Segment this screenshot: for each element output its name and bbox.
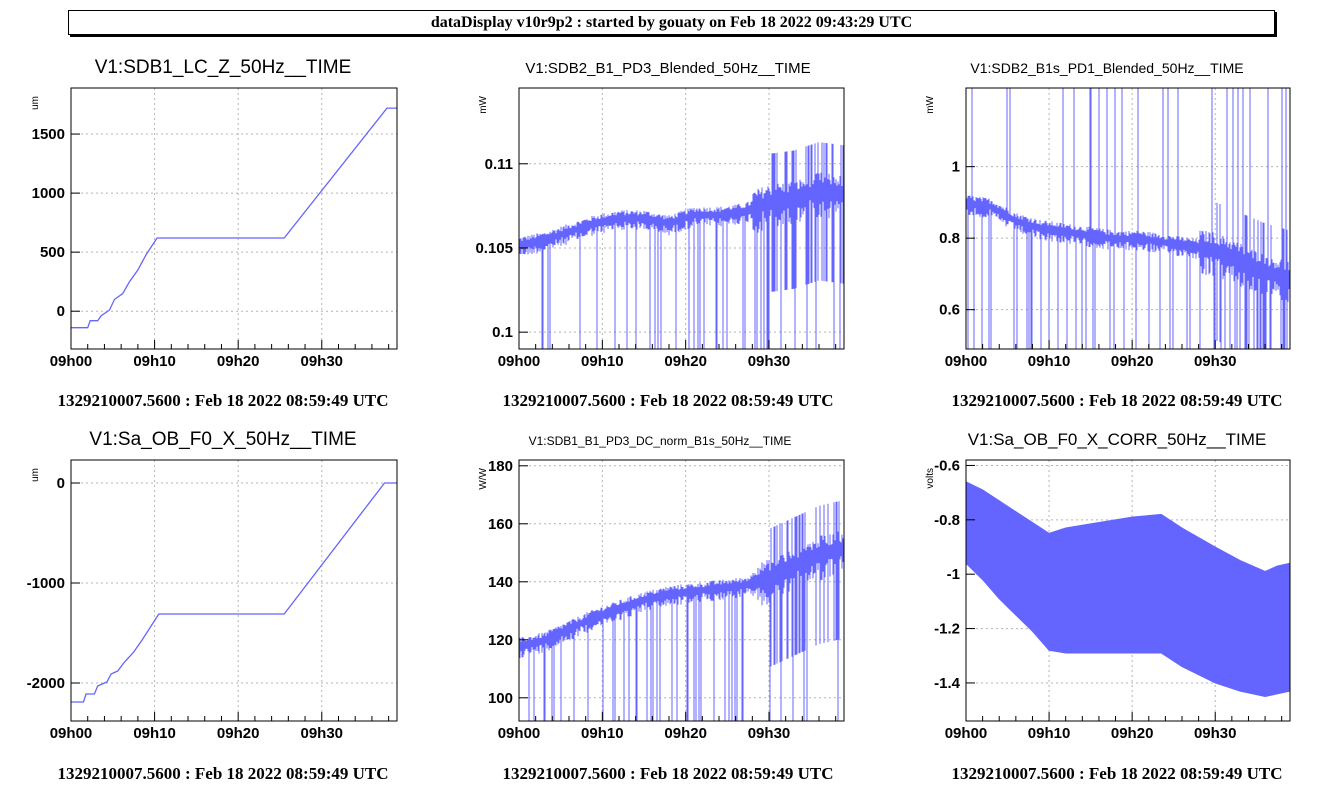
series-line	[966, 88, 1290, 349]
y-axis-unit: um	[30, 468, 41, 482]
x-tick-label: 09h20	[664, 725, 707, 742]
chart-title: V1:SDB1_LC_Z_50Hz__TIME	[95, 57, 352, 78]
chart-panel-4: V1:Sa_OB_F0_X_50Hz__TIME 09h00 09h10 09h20 0…	[27, 429, 398, 783]
y-tick-label: -1000	[27, 575, 65, 592]
y-tick-label: 140	[488, 574, 513, 591]
series-line	[519, 142, 844, 349]
y-tick-label: 0.1	[492, 324, 513, 341]
plot-frame	[518, 87, 845, 350]
y-axis-unit: volts	[925, 468, 936, 489]
x-tick-label: 09h20	[1111, 353, 1154, 370]
plot-frame	[518, 459, 845, 722]
chart-footer-timestamp: 1329210007.5600 : Feb 18 2022 08:59:49 U…	[502, 764, 833, 783]
plot-frame	[965, 87, 1291, 350]
series-line	[71, 482, 397, 703]
y-tick-label: -1.2	[934, 621, 960, 638]
chart-footer-timestamp: 1329210007.5600 : Feb 18 2022 08:59:49 U…	[502, 391, 833, 410]
chart-footer-timestamp: 1329210007.5600 : Feb 18 2022 08:59:49 U…	[57, 764, 388, 783]
x-tick-label: 09h20	[1111, 725, 1154, 742]
series-line	[71, 107, 397, 329]
series-band	[966, 481, 1290, 698]
y-tick-label: 0.11	[485, 156, 513, 173]
y-tick-label: 120	[488, 632, 513, 649]
chart-footer-timestamp: 1329210007.5600 : Feb 18 2022 08:59:49 U…	[57, 391, 388, 410]
y-tick-label: 160	[488, 516, 513, 533]
chart-panel-2: V1:SDB2_B1_PD3_Blended_50Hz__TIME 09h00 09…	[475, 60, 845, 410]
chart-panel-3: V1:SDB2_B1s_PD1_Blended_50Hz__TIME 09h00 0…	[925, 60, 1291, 410]
chart-title: V1:SDB2_B1_PD3_Blended_50Hz__TIME	[525, 60, 810, 77]
y-tick-label: 0	[57, 303, 65, 320]
canvas-title: dataDisplay v10r9p2 : started by gouaty …	[430, 13, 913, 31]
y-tick-label: 180	[488, 458, 513, 475]
y-axis-unit: um	[30, 96, 41, 110]
y-tick-label: 0.8	[939, 230, 960, 247]
x-tick-label: 09h10	[581, 725, 624, 742]
plot-frame	[70, 87, 398, 350]
x-tick-label: 09h10	[581, 353, 624, 370]
y-tick-label: 1000	[32, 185, 65, 202]
y-tick-label: -0.6	[934, 457, 960, 474]
chart-title: V1:Sa_OB_F0_X_50Hz__TIME	[89, 429, 356, 450]
x-tick-label: 09h30	[748, 725, 791, 742]
x-tick-label: 09h00	[945, 725, 988, 742]
chart-footer-timestamp: 1329210007.5600 : Feb 18 2022 08:59:49 U…	[951, 391, 1282, 410]
y-tick-label: -1.4	[934, 675, 961, 692]
y-tick-label: -2000	[27, 675, 65, 692]
x-tick-label: 09h00	[50, 353, 93, 370]
x-tick-label: 09h00	[498, 725, 541, 742]
x-tick-label: 09h30	[300, 725, 343, 742]
x-tick-label: 09h30	[1194, 725, 1237, 742]
y-tick-label: 500	[40, 244, 65, 261]
x-tick-label: 09h20	[217, 353, 260, 370]
x-tick-label: 09h20	[664, 353, 707, 370]
x-tick-label: 09h00	[945, 353, 988, 370]
x-tick-label: 09h30	[748, 353, 791, 370]
grid	[70, 88, 397, 349]
chart-panel-6: V1:Sa_OB_F0_X_CORR_50Hz__TIME 09h00 09h10 0…	[925, 430, 1291, 783]
y-axis-unit: mW	[478, 95, 489, 113]
y-tick-label: -1	[947, 566, 960, 583]
plot-frame	[965, 459, 1291, 722]
y-tick-label: 0.6	[939, 302, 960, 319]
chart-panel-1: V1:SDB1_LC_Z_50Hz__TIME 09h00 09h10 09h20 09…	[30, 57, 398, 410]
y-tick-label: -0.8	[934, 512, 960, 529]
x-tick-label: 09h30	[300, 353, 343, 370]
x-tick-label: 09h10	[1028, 353, 1071, 370]
chart-title: V1:SDB2_B1s_PD1_Blended_50Hz__TIME	[970, 60, 1243, 76]
x-tick-label: 09h00	[498, 353, 541, 370]
series-line	[519, 501, 844, 721]
y-axis-unit: W/W	[478, 467, 489, 489]
y-tick-label: 1500	[32, 126, 65, 143]
x-tick-label: 09h10	[133, 353, 176, 370]
x-tick-label: 09h10	[1028, 725, 1071, 742]
x-tick-label: 09h10	[133, 725, 176, 742]
canvas-title-bar: dataDisplay v10r9p2 : started by gouaty …	[68, 10, 1275, 35]
chart-footer-timestamp: 1329210007.5600 : Feb 18 2022 08:59:49 U…	[951, 764, 1282, 783]
chart-title: V1:SDB1_B1_PD3_DC_norm_B1s_50Hz__TIME	[529, 434, 792, 448]
y-tick-label: 1	[952, 159, 960, 176]
y-axis-unit: mW	[925, 95, 936, 113]
x-tick-label: 09h30	[1194, 353, 1237, 370]
y-tick-label: 100	[488, 690, 513, 707]
x-tick-label: 09h00	[50, 725, 93, 742]
plot-frame	[70, 459, 398, 722]
y-tick-label: 0.105	[475, 240, 513, 257]
y-tick-label: 0	[57, 475, 65, 492]
chart-panel-5: V1:SDB1_B1_PD3_DC_norm_B1s_50Hz__TIME 09h…	[478, 434, 845, 783]
chart-title: V1:Sa_OB_F0_X_CORR_50Hz__TIME	[968, 430, 1267, 449]
grid	[70, 460, 397, 721]
x-tick-label: 09h20	[217, 725, 260, 742]
